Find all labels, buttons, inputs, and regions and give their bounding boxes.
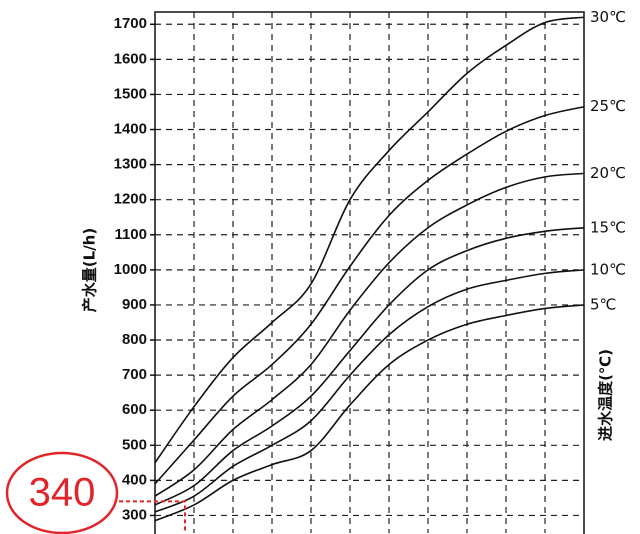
y-tick-label: 400 bbox=[122, 471, 147, 488]
y-tick-label: 1000 bbox=[114, 261, 147, 278]
y-tick-label: 1500 bbox=[114, 85, 147, 102]
y-tick-label: 500 bbox=[122, 436, 147, 453]
y-tick-label: 800 bbox=[122, 331, 147, 348]
line-series bbox=[154, 172, 585, 497]
series-label: 20℃ bbox=[590, 164, 626, 182]
y-tick-label: 1600 bbox=[114, 50, 147, 67]
annotation-label: 340 bbox=[29, 471, 96, 515]
y2-axis-label: 进水温度(℃) bbox=[597, 349, 615, 441]
y-tick-label: 1300 bbox=[114, 156, 147, 173]
line-series bbox=[154, 105, 585, 485]
y-tick-label: 1200 bbox=[114, 191, 147, 208]
line-series bbox=[154, 16, 585, 464]
annotation-line bbox=[112, 500, 187, 533]
y-tick-label: 300 bbox=[122, 506, 147, 523]
line-series bbox=[154, 269, 585, 513]
y-tick-label: 900 bbox=[122, 296, 147, 313]
y-axis-label: 产水量(L/h) bbox=[81, 228, 99, 312]
series-label: 25℃ bbox=[590, 97, 626, 115]
series-label: 30℃ bbox=[590, 8, 626, 26]
series-label: 10℃ bbox=[590, 260, 626, 278]
annotation-circle bbox=[5, 451, 119, 534]
y-tick-label: 600 bbox=[122, 401, 147, 418]
line-series bbox=[154, 304, 585, 522]
y-tick-label: 1400 bbox=[114, 121, 147, 138]
plot-frame bbox=[154, 11, 585, 534]
y-tick-label: 1700 bbox=[114, 15, 147, 32]
y-tick-label: 1100 bbox=[114, 226, 147, 243]
y-tick-label: 700 bbox=[122, 366, 147, 383]
series-label: 5℃ bbox=[590, 295, 616, 313]
line-series bbox=[154, 226, 585, 506]
series-label: 15℃ bbox=[590, 218, 626, 236]
